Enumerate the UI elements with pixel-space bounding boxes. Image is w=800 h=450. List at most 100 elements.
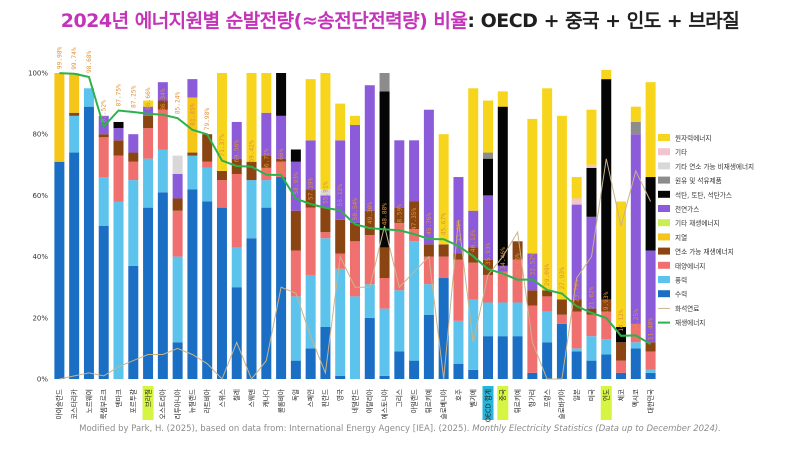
bar-segment xyxy=(542,88,553,291)
renewable-share-label: 66.72% xyxy=(263,148,270,171)
bar-segment xyxy=(172,256,183,343)
renewable-share-label: 69.42% xyxy=(249,140,256,163)
bar-segment xyxy=(172,155,183,174)
category-label: 일본 xyxy=(572,389,581,401)
category-label: 영국 xyxy=(336,389,345,401)
bar-segment xyxy=(98,137,109,178)
renewable-share-label: 71.37% xyxy=(219,134,226,157)
renewable-share-label: 49.30% xyxy=(367,202,374,225)
bar-segment xyxy=(394,140,405,208)
bar-segment xyxy=(69,152,80,379)
bar-segment xyxy=(453,320,464,364)
bar-segment xyxy=(128,161,139,181)
bar-segment xyxy=(305,274,316,349)
bar-segment xyxy=(83,88,94,107)
bar-segment xyxy=(438,256,449,279)
bar-segment xyxy=(172,210,183,257)
bar-segment xyxy=(586,164,597,168)
bar-segment xyxy=(157,192,168,379)
bar-segment xyxy=(187,79,198,98)
bar-segment xyxy=(409,201,420,230)
legend-label: 기타 연소 가능 비재생에너지 xyxy=(675,162,754,171)
renewable-share-label: 29.09% xyxy=(544,263,551,286)
bar-segment xyxy=(542,290,553,297)
bar-segment xyxy=(320,73,331,190)
bar-segment xyxy=(571,177,582,199)
category-label: 호주 xyxy=(455,389,463,401)
category-highlight xyxy=(482,386,494,420)
bar-segment xyxy=(290,360,301,379)
bar-segment xyxy=(187,97,198,153)
category-label: 아일랜드 xyxy=(409,389,418,413)
bar-segment xyxy=(616,360,627,373)
legend-swatch xyxy=(658,261,670,269)
bar-segment xyxy=(261,112,272,156)
legend-label: 화석연료 xyxy=(675,304,699,313)
bar-segment xyxy=(556,299,567,315)
renewable-share-label: 87.75% xyxy=(116,84,123,107)
bar-segment xyxy=(645,372,656,379)
bar-segment xyxy=(483,302,494,337)
bar-segment xyxy=(231,121,242,159)
bar-segment xyxy=(54,73,65,162)
category-label: 그리스 xyxy=(395,389,404,407)
renewable-share-label: 69.56% xyxy=(234,140,241,163)
renewable-share-label: 50.54% xyxy=(352,198,359,221)
category-label: 네덜란드 xyxy=(350,389,359,413)
bar-segment xyxy=(571,198,582,205)
category-label: 포르투갈 xyxy=(130,389,138,413)
bar-segment xyxy=(349,296,360,379)
bar-segment xyxy=(527,290,538,306)
bar-segment xyxy=(409,360,420,379)
bar-segment xyxy=(364,85,375,211)
bar-segment xyxy=(542,296,553,312)
bar-segment xyxy=(438,134,449,245)
bar-segment xyxy=(364,235,375,285)
bar-segment xyxy=(468,210,479,248)
bar-segment xyxy=(630,348,641,379)
y-tick-label: 60% xyxy=(32,192,48,200)
bar-segment xyxy=(497,336,508,379)
category-label: 뉴질랜드 xyxy=(188,389,197,413)
legend-label: 석탄, 토탄, 석탄가스 xyxy=(675,190,732,199)
bar-segment xyxy=(423,284,434,315)
bar-segment xyxy=(320,232,331,239)
bar-segment xyxy=(276,177,287,379)
category-label: 아이슬란드 xyxy=(55,389,64,419)
renewable-share-label: 48.88% xyxy=(382,203,389,226)
bar-segment xyxy=(586,360,597,379)
bar-segment xyxy=(172,198,183,211)
bar-segment xyxy=(645,369,656,373)
trend-lines xyxy=(59,72,652,380)
category-label: 중국 xyxy=(499,389,507,401)
bar-segment xyxy=(335,268,346,376)
bar-segment xyxy=(143,100,154,107)
renewable-share-label: 81.45% xyxy=(189,103,196,126)
bar-segment xyxy=(276,158,287,162)
y-tick-label: 0% xyxy=(37,376,48,384)
bar-segment xyxy=(527,118,538,254)
bar-segment xyxy=(172,342,183,379)
source-note: Modified by Park, H. (2025), based on da… xyxy=(0,424,800,434)
bar-segment xyxy=(335,375,346,379)
bar-segment xyxy=(512,336,523,379)
bar-segment xyxy=(394,207,405,223)
legend-label: 기타 xyxy=(675,148,687,157)
legend-label: 원유 및 석유제품 xyxy=(675,176,722,185)
bar-segment xyxy=(586,216,597,309)
renewable-share-label: 34.46% xyxy=(500,247,507,270)
bar-segment xyxy=(143,158,154,208)
bar-segment xyxy=(453,363,464,379)
legend-label: 원자력에너지 xyxy=(675,134,711,143)
y-tick-label: 100% xyxy=(28,70,48,78)
bar-segment xyxy=(616,342,627,361)
bar-segment xyxy=(645,342,656,352)
bar-segment xyxy=(69,115,80,153)
bar-segment xyxy=(320,195,331,208)
bar-segment xyxy=(571,351,582,379)
bar-segment xyxy=(98,177,109,226)
category-label: 핀란드 xyxy=(321,389,330,407)
bar-segment xyxy=(290,161,301,211)
bar-segment xyxy=(187,155,198,190)
category-label: 벨기에 xyxy=(469,389,478,407)
